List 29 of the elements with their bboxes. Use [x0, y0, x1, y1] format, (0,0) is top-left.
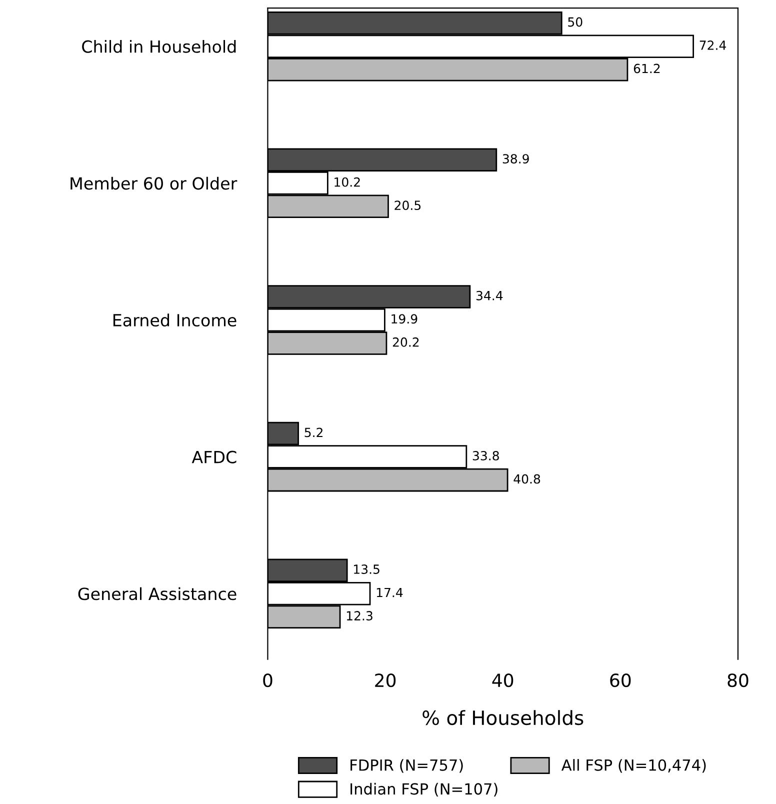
data-label: 20.2 — [392, 337, 419, 347]
x-tick-label: 80 — [728, 673, 748, 688]
y-tick-label: Member 60 or Older — [70, 176, 238, 190]
x-tick-label: 40 — [492, 673, 514, 688]
data-label: 19.9 — [392, 314, 418, 324]
data-label: 50 — [568, 17, 582, 27]
data-label: 17.4 — [376, 588, 403, 598]
x-tick-label: 20 — [375, 673, 396, 688]
data-label: 5.2 — [304, 428, 322, 438]
legend-label: Indian FSP (N=107) — [350, 782, 498, 796]
y-tick-label: General Assistance — [78, 587, 236, 600]
data-label: 61.2 — [634, 64, 660, 74]
data-label: 10.2 — [334, 177, 360, 187]
legend-label: All FSP (N=10,474) — [561, 759, 706, 773]
data-label: 72.4 — [700, 40, 726, 50]
data-label: 13.5 — [354, 564, 380, 574]
data-label: 12.3 — [346, 611, 372, 620]
legend-label: FDPIR (N=757) — [350, 759, 463, 773]
x-tick-label: 60 — [610, 673, 631, 688]
data-label: 40.8 — [514, 474, 540, 484]
y-tick-label: AFDC — [192, 450, 236, 464]
x-axis-title: % of Households — [422, 710, 584, 726]
y-tick-label: Child in Household — [82, 40, 236, 53]
data-label: 33.8 — [472, 450, 499, 460]
y-tick-label: Earned Income — [113, 314, 236, 327]
data-label: 34.4 — [476, 290, 503, 300]
data-label: 20.5 — [394, 200, 421, 210]
x-tick-label: 0 — [263, 673, 272, 688]
data-label: 38.9 — [502, 154, 529, 164]
